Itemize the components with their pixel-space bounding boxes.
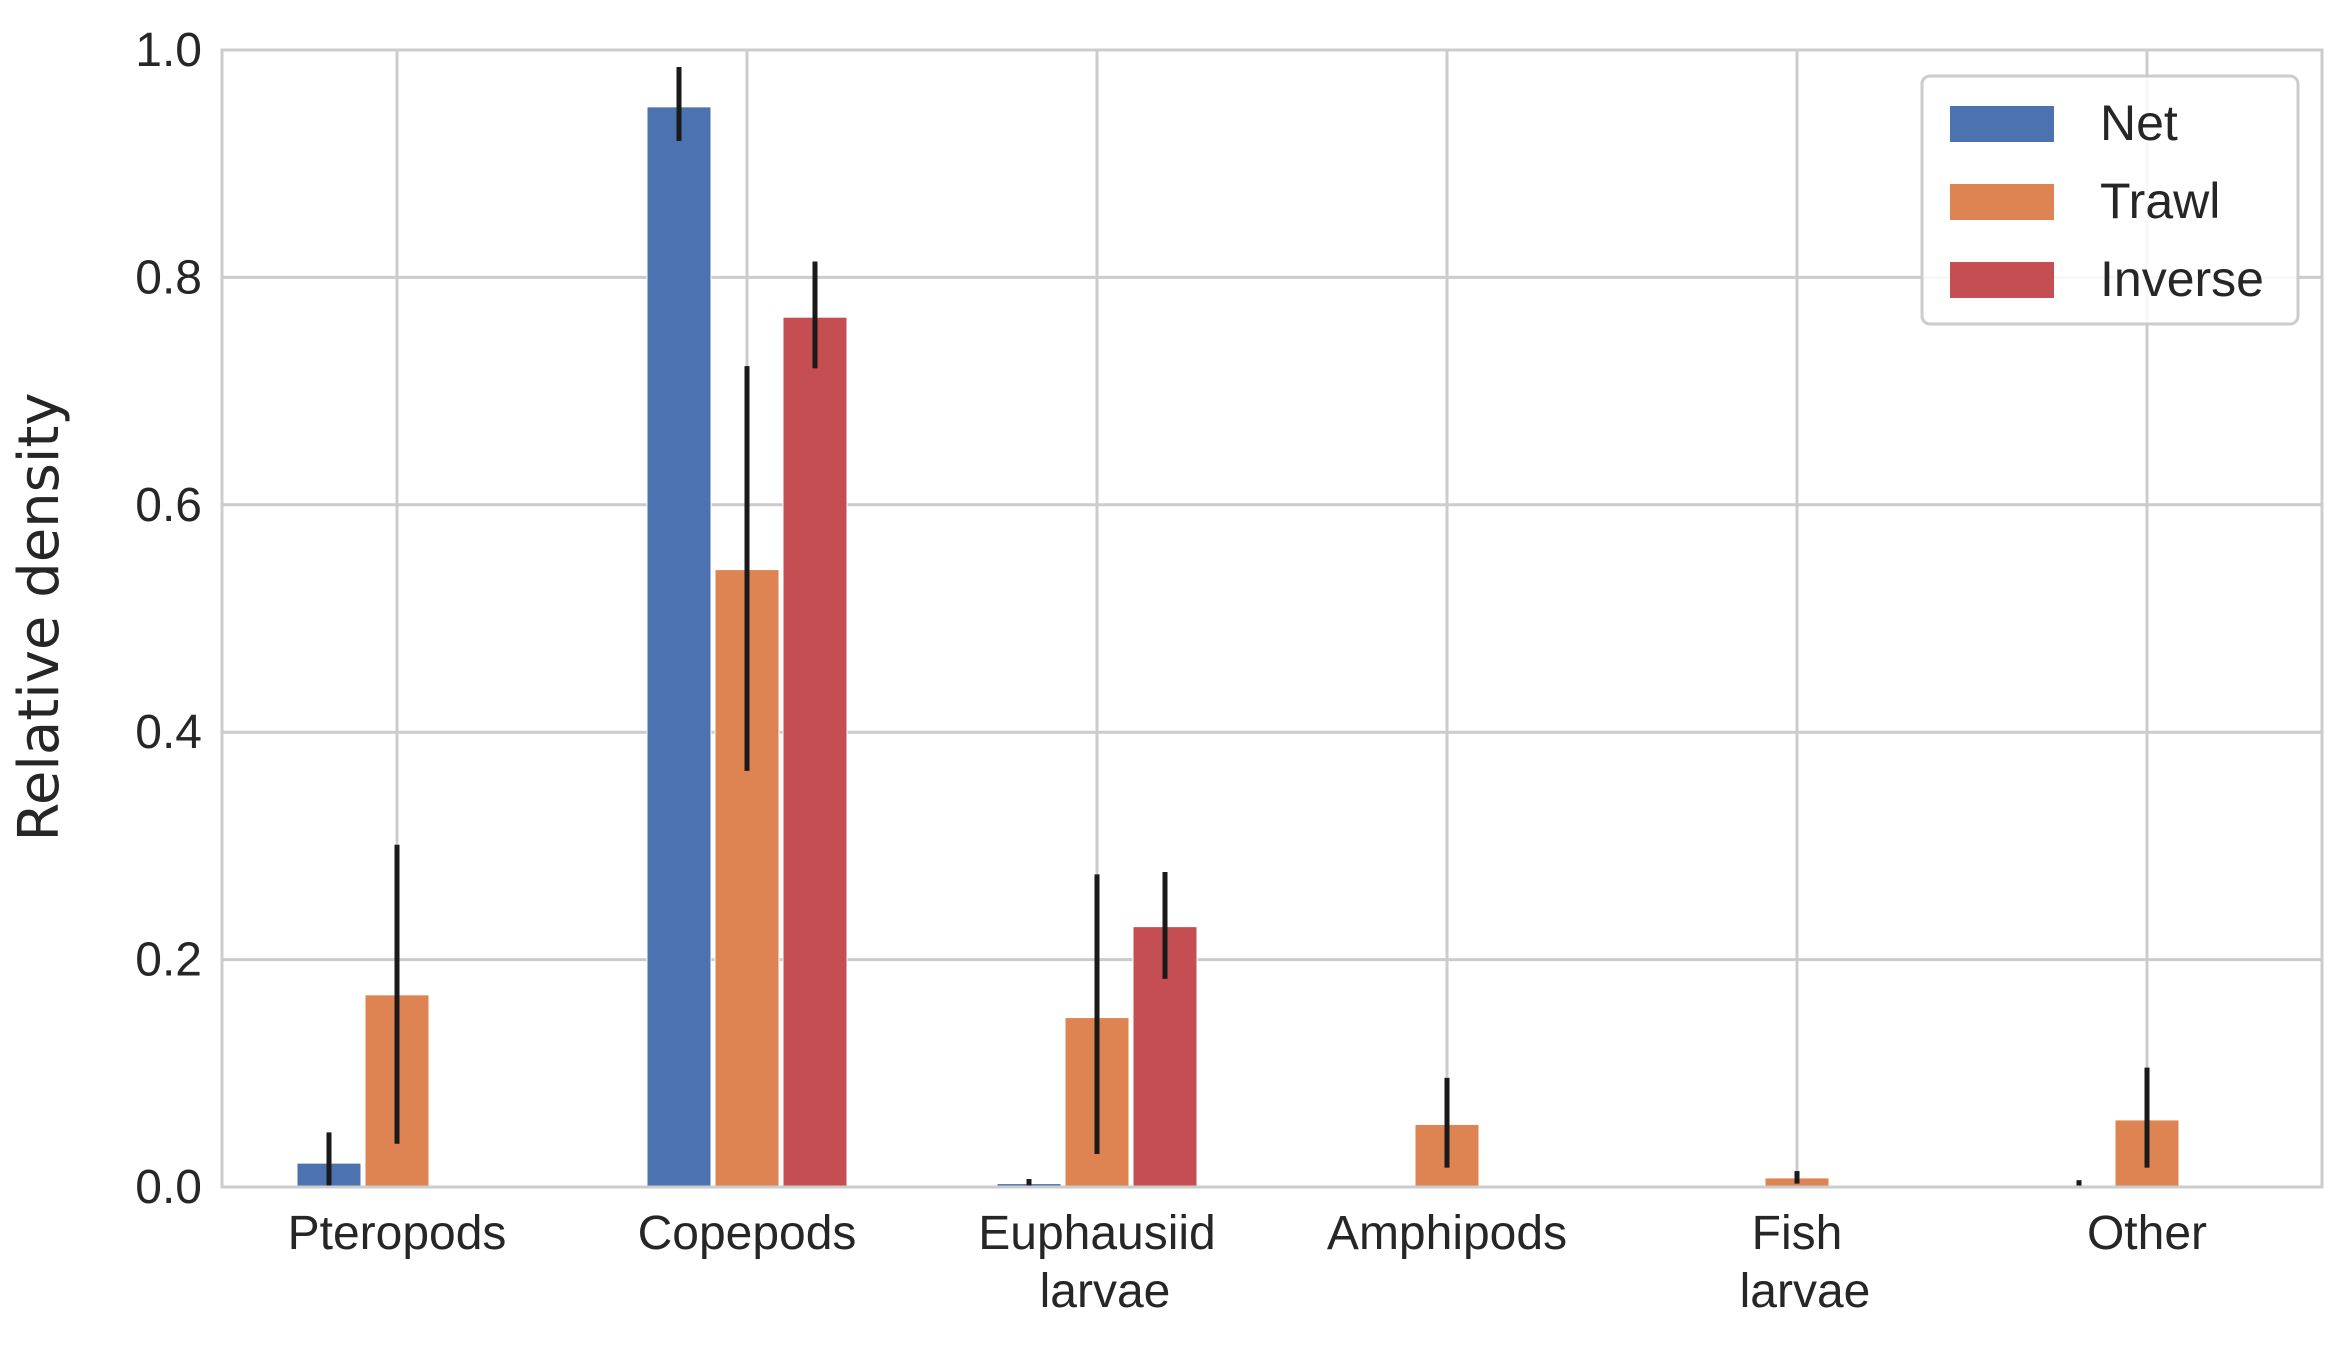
x-tick-label-line: larvae [1040,1265,1171,1318]
x-tick-label: Other [2087,1207,2207,1260]
legend-label-trawl: Trawl [2100,173,2220,229]
x-tick-label: Pteropods [288,1207,507,1260]
x-tick-label-line: larvae [1740,1265,1871,1318]
x-tick-label: Amphipods [1327,1207,1567,1260]
bar-net [646,106,712,1188]
x-tick-label-line: Pteropods [288,1207,507,1260]
bars [296,106,2180,1188]
x-tick-labels: Pteropods Copepods Euphausiid larvaeAmphipo… [288,1207,2207,1318]
x-tick-label-line: Other [2087,1207,2207,1260]
legend-swatch-inverse [1950,262,2054,298]
bar-trawl [714,569,780,1188]
x-tick-label-line: Euphausiid [978,1207,1216,1260]
plot-frame [220,48,2324,1189]
x-tick-label: Euphausiid larvae [978,1207,1216,1318]
legend: Net Trawl Inverse [1920,74,2300,326]
y-tick-label: 0.4 [135,706,202,759]
legend-swatch-net [1950,106,2054,142]
y-axis-label: Relative density [7,393,72,842]
legend-label-inverse: Inverse [2100,251,2264,307]
y-tick-label: 0.0 [135,1161,202,1214]
x-tick-label-line: Copepods [638,1207,857,1260]
x-tick-label-line: Fish [1752,1207,1843,1260]
x-tick-label: Fish larvae [1740,1207,1871,1318]
x-tick-label: Copepods [638,1207,857,1260]
y-tick-label: 0.6 [135,479,202,532]
legend-label-net: Net [2100,95,2178,151]
y-tick-label: 0.2 [135,934,202,987]
y-tick-labels: 0.0 0.2 0.4 0.6 0.8 1.0 [135,24,202,1214]
error-bars [326,67,2150,1187]
y-tick-label: 1.0 [135,24,202,77]
y-tick-label: 0.8 [135,251,202,304]
x-tick-label-line: Amphipods [1327,1207,1567,1260]
bar-inverse [782,316,848,1188]
legend-swatch-trawl [1950,184,2054,220]
